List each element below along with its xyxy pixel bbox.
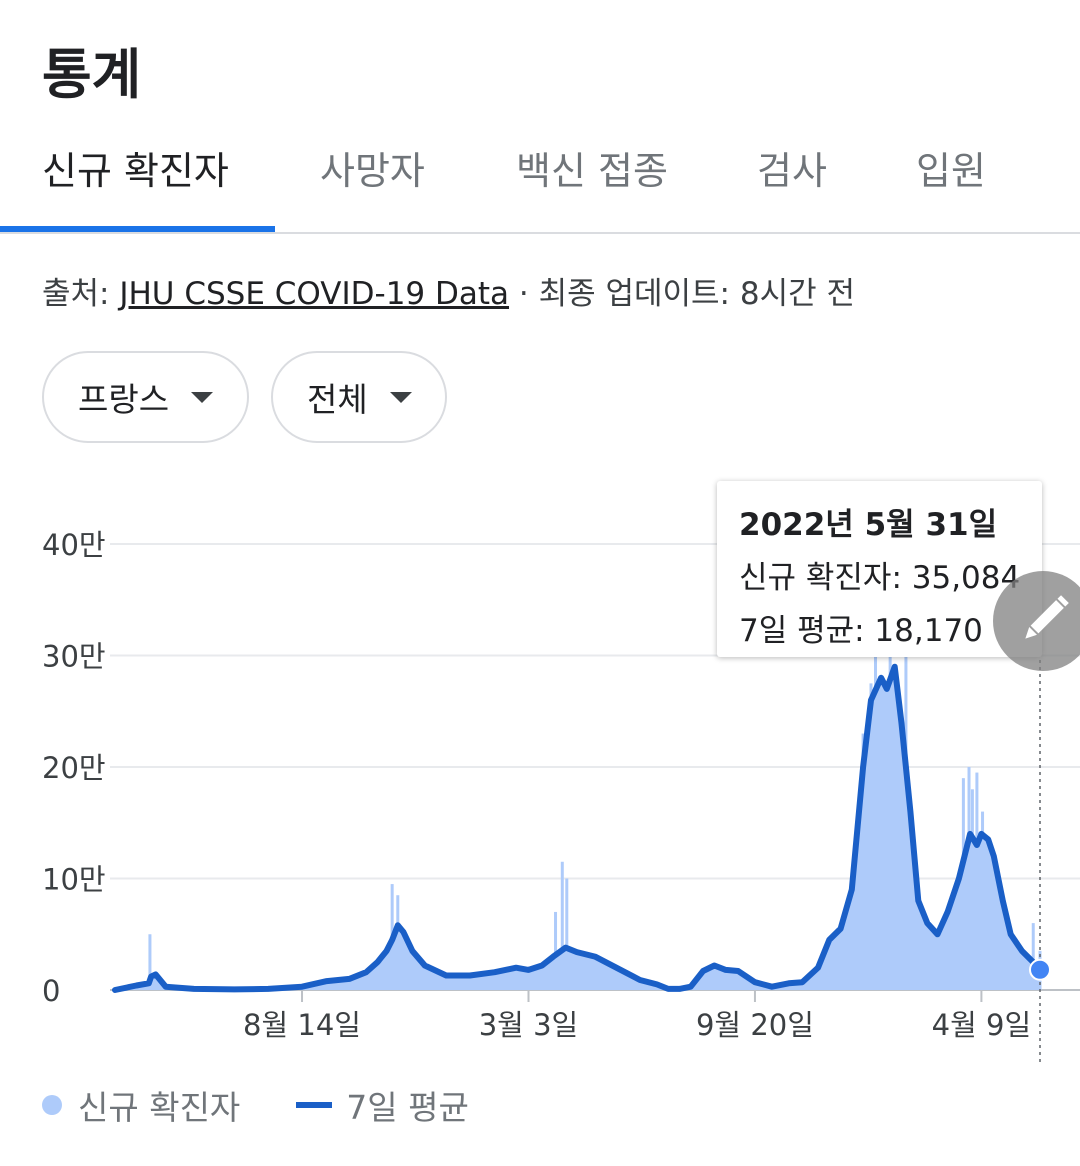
daily-cases-bar: [560, 861, 564, 990]
y-tick-label: 30만: [42, 640, 106, 674]
tooltip-seven-day-average: 7일 평균: 18,170: [739, 613, 983, 649]
country-filter-chip[interactable]: 프랑스: [42, 351, 249, 443]
daily-cases-bar: [565, 878, 569, 990]
source-separator: ·: [509, 276, 539, 312]
legend-average-label: 7일 평균: [346, 1088, 469, 1127]
source-line: 출처: JHU CSSE COVID-19 Data · 최종 업데이트: 8시…: [42, 268, 855, 313]
tab-testing[interactable]: 검사: [757, 149, 827, 193]
x-tick-label: 3월 3일: [479, 1008, 578, 1042]
x-tick-label: 8월 14일: [243, 1008, 361, 1042]
edit-button[interactable]: [993, 571, 1080, 671]
chart-legend: 신규 확진자 7일 평균: [42, 1083, 469, 1127]
caret-down-icon: [389, 391, 412, 403]
cases-chart[interactable]: 0 10만 20만 30만 40만 8월 14일 3월 3일 9월 20일 4월 9일: [0, 470, 1080, 1080]
x-tick-label: 9월 20일: [696, 1008, 814, 1042]
y-tick-label: 0: [42, 974, 60, 1008]
x-tick-label: 4월 9일: [932, 1008, 1031, 1042]
daily-cases-bar: [554, 911, 558, 990]
tooltip-date: 2022년 5월 31일: [739, 507, 998, 543]
tab-new-cases[interactable]: 신규 확진자: [42, 149, 229, 193]
range-filter-chip[interactable]: 전체: [271, 351, 447, 443]
source-prefix: 출처:: [42, 276, 120, 312]
legend-daily-label: 신규 확진자: [78, 1088, 241, 1127]
y-tick-label: 40만: [42, 528, 106, 562]
tab-deaths[interactable]: 사망자: [320, 149, 425, 193]
tab-hospitalizations[interactable]: 입원: [916, 149, 986, 193]
country-filter-label: 프랑스: [78, 380, 170, 419]
seven-day-average-line: [112, 663, 1043, 993]
chart-tooltip: 2022년 5월 31일 신규 확진자: 35,084 7일 평균: 18,17…: [717, 481, 1042, 657]
tab-vaccinations[interactable]: 백신 접종: [516, 149, 668, 193]
tab-bar: 신규 확진자 사망자 백신 접종 검사 입원: [0, 130, 1080, 234]
daily-cases-bar: [1031, 923, 1035, 990]
legend-average-marker: [296, 1102, 333, 1108]
pencil-icon: [1025, 595, 1069, 639]
range-filter-label: 전체: [307, 380, 368, 419]
y-tick-label: 10만: [42, 863, 106, 897]
page-title: 통계: [42, 43, 142, 106]
hover-point-marker: [1029, 958, 1051, 981]
last-updated: 최종 업데이트: 8시간 전: [538, 276, 855, 312]
active-tab-indicator: [0, 226, 275, 232]
tooltip-daily-cases: 신규 확진자: 35,084: [739, 560, 1021, 596]
caret-down-icon: [191, 391, 214, 403]
daily-cases-area: [115, 666, 1040, 990]
daily-cases-bar: [148, 934, 152, 990]
legend-daily-marker: [42, 1095, 62, 1115]
source-link[interactable]: JHU CSSE COVID-19 Data: [119, 276, 510, 312]
y-tick-label: 20만: [42, 751, 106, 785]
